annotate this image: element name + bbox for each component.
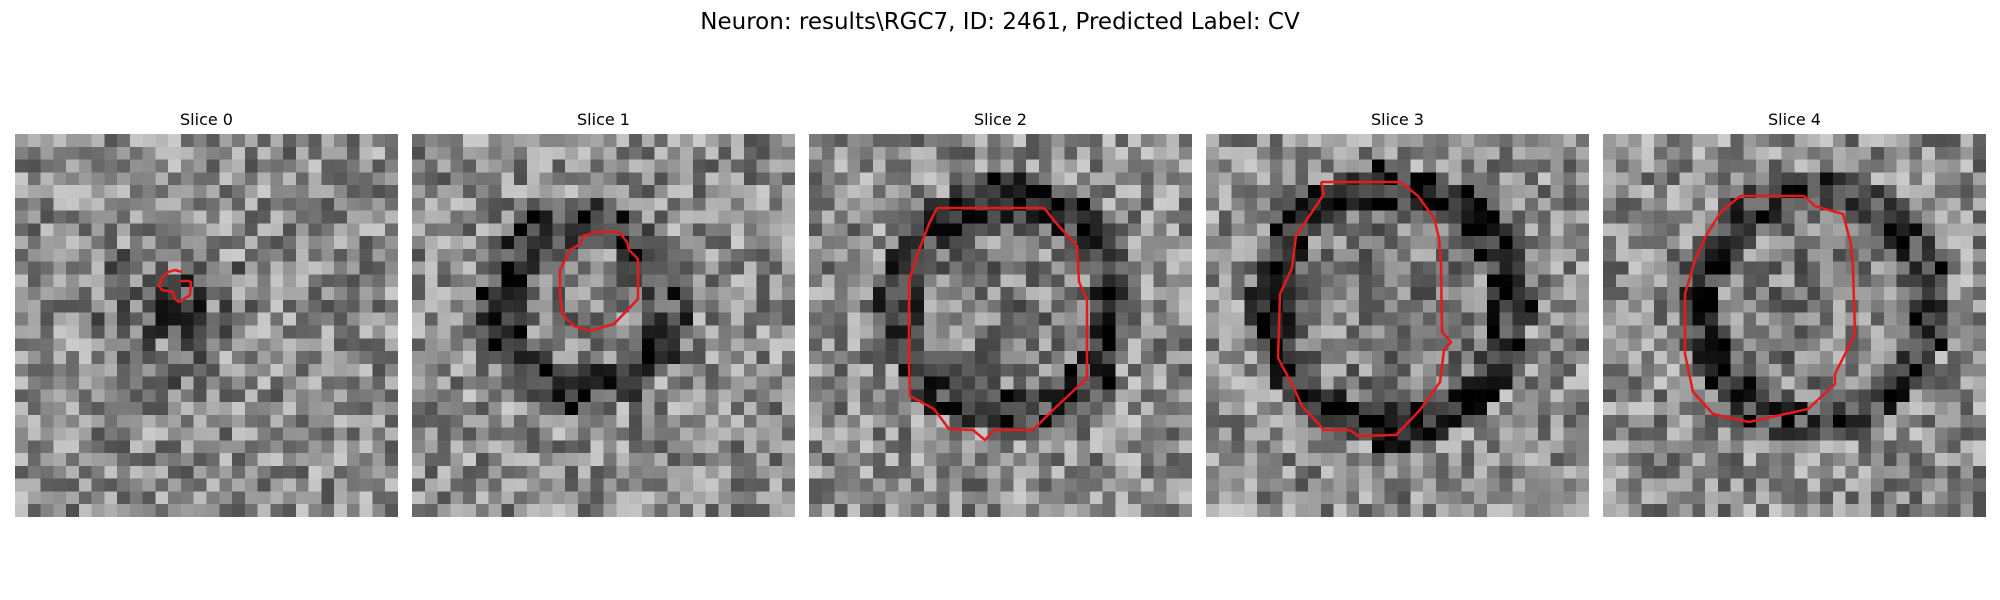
slice-panel-3: Slice 3: [1206, 110, 1589, 517]
roi-contour: [1276, 180, 1453, 438]
figure-title: Neuron: results\RGC7, ID: 2461, Predicte…: [700, 9, 1300, 35]
roi-contour: [157, 268, 193, 304]
roi-contour: [907, 206, 1089, 442]
slice-title: Slice 2: [974, 110, 1027, 129]
slice-image: [15, 134, 398, 517]
slice-image: [1206, 134, 1589, 517]
slice-panel-0: Slice 0: [15, 110, 398, 517]
roi-contour: [558, 230, 640, 333]
slice-panel-4: Slice 4: [1603, 110, 1986, 517]
slice-title: Slice 0: [180, 110, 233, 129]
slice-title: Slice 4: [1768, 110, 1821, 129]
slice-image: [412, 134, 795, 517]
slice-image: [1603, 134, 1986, 517]
slice-panel-1: Slice 1: [412, 110, 795, 517]
slice-title: Slice 3: [1371, 110, 1424, 129]
slice-image: [809, 134, 1192, 517]
slice-title: Slice 1: [577, 110, 630, 129]
roi-contour: [1683, 194, 1857, 424]
slice-panel-2: Slice 2: [809, 110, 1192, 517]
